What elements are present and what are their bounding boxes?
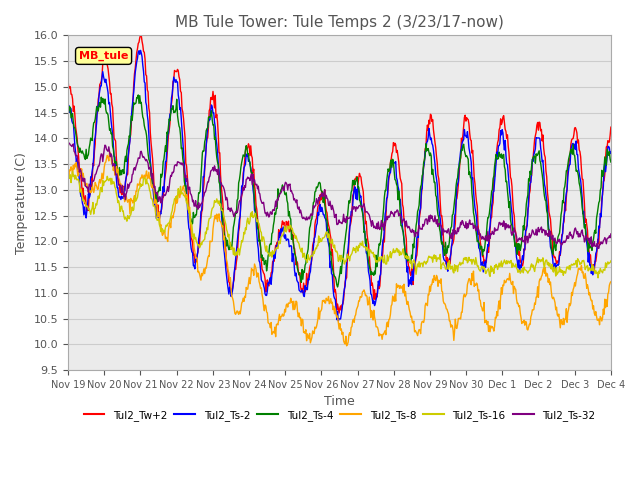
- Title: MB Tule Tower: Tule Temps 2 (3/23/17-now): MB Tule Tower: Tule Temps 2 (3/23/17-now…: [175, 15, 504, 30]
- X-axis label: Time: Time: [324, 396, 355, 408]
- Y-axis label: Temperature (C): Temperature (C): [15, 152, 28, 253]
- Legend: Tul2_Tw+2, Tul2_Ts-2, Tul2_Ts-4, Tul2_Ts-8, Tul2_Ts-16, Tul2_Ts-32: Tul2_Tw+2, Tul2_Ts-2, Tul2_Ts-4, Tul2_Ts…: [79, 406, 600, 425]
- Text: MB_tule: MB_tule: [79, 51, 128, 61]
